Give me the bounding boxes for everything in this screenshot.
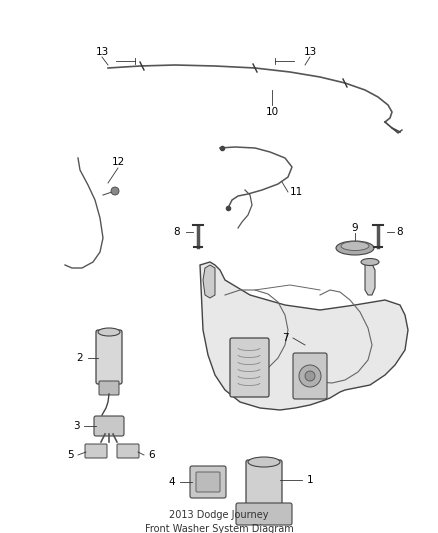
- Text: 5: 5: [67, 450, 73, 460]
- Text: 13: 13: [95, 47, 109, 57]
- Circle shape: [305, 371, 315, 381]
- Ellipse shape: [341, 241, 369, 251]
- Ellipse shape: [98, 328, 120, 336]
- FancyBboxPatch shape: [230, 338, 269, 397]
- FancyBboxPatch shape: [85, 444, 107, 458]
- FancyBboxPatch shape: [293, 353, 327, 399]
- Ellipse shape: [336, 241, 374, 255]
- Polygon shape: [365, 262, 375, 295]
- FancyBboxPatch shape: [190, 466, 226, 498]
- FancyBboxPatch shape: [236, 503, 292, 525]
- Circle shape: [111, 187, 119, 195]
- Text: 13: 13: [304, 47, 317, 57]
- Ellipse shape: [248, 457, 280, 467]
- Text: 10: 10: [265, 107, 279, 117]
- FancyBboxPatch shape: [117, 444, 139, 458]
- FancyBboxPatch shape: [99, 381, 119, 395]
- Text: 2: 2: [77, 353, 83, 363]
- Polygon shape: [203, 265, 215, 298]
- Text: 8: 8: [397, 227, 403, 237]
- Polygon shape: [200, 262, 408, 410]
- Text: 11: 11: [290, 187, 303, 197]
- Text: 2013 Dodge Journey
Front Washer System Diagram: 2013 Dodge Journey Front Washer System D…: [145, 511, 293, 533]
- FancyBboxPatch shape: [94, 416, 124, 436]
- FancyBboxPatch shape: [196, 472, 220, 492]
- Text: 3: 3: [73, 421, 79, 431]
- Circle shape: [299, 365, 321, 387]
- Text: 1: 1: [307, 475, 313, 485]
- Text: 8: 8: [174, 227, 180, 237]
- Ellipse shape: [361, 259, 379, 265]
- Text: 9: 9: [352, 223, 358, 233]
- Text: 6: 6: [148, 450, 155, 460]
- FancyBboxPatch shape: [96, 330, 122, 384]
- FancyBboxPatch shape: [246, 460, 282, 510]
- Text: 12: 12: [111, 157, 125, 167]
- Text: 4: 4: [169, 477, 175, 487]
- Text: 7: 7: [282, 333, 288, 343]
